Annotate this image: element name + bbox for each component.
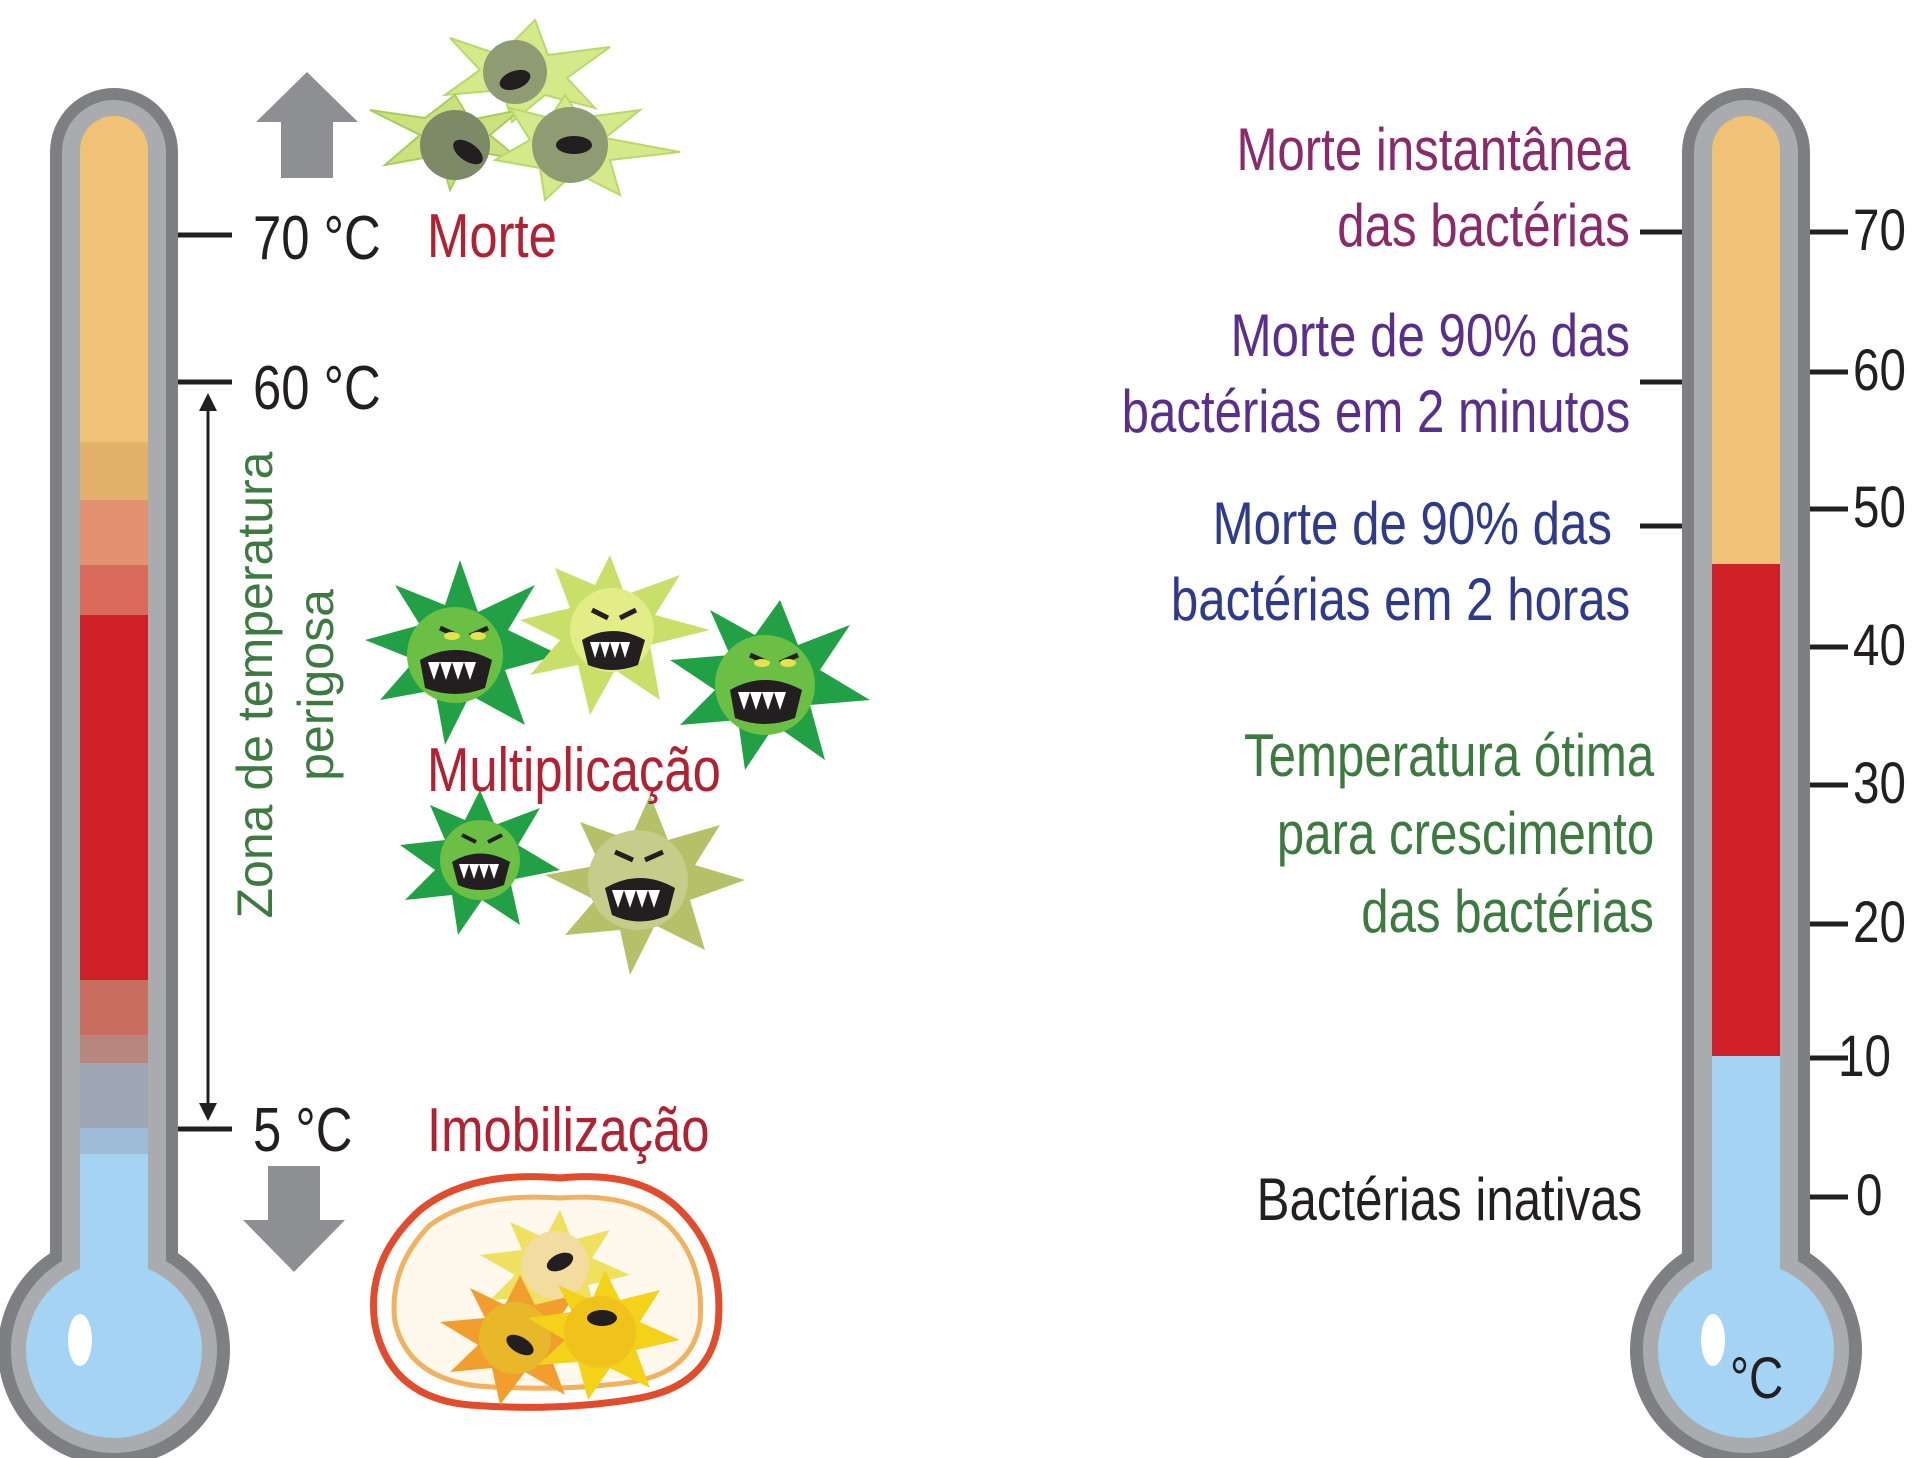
dead-bacteria-icon — [369, 18, 681, 203]
death-90-hours-line1: Morte de 90% das — [1212, 490, 1612, 557]
optimal-growth-line2: para crescimento — [1276, 800, 1654, 867]
left-tick-marks — [178, 232, 232, 1132]
scale-tick-label: 50 — [1853, 475, 1906, 540]
scale-tick-label: 60 — [1853, 338, 1906, 403]
scale-tick-label: 40 — [1853, 613, 1906, 678]
scale-tick-label: 0 — [1856, 1163, 1883, 1228]
danger-zone-line2: perigosa — [288, 589, 344, 781]
left-thermometer-fill — [80, 116, 148, 1284]
right-thermometer-fill — [1712, 116, 1780, 1284]
optimal-growth-line1: Temperatura ótima — [1243, 722, 1654, 789]
death-90-minutes-line2: bactérias em 2 minutos — [1121, 378, 1630, 445]
scale-tick-label: 70 — [1853, 198, 1906, 263]
down-arrow-icon — [243, 1166, 345, 1272]
temp-70-label: 70 °C — [253, 204, 381, 273]
annotation-leaders — [1640, 229, 1682, 529]
danger-zone-line1: Zona de temperatura — [227, 451, 283, 919]
up-arrow-icon — [256, 72, 358, 178]
instant-death-line1: Morte instantânea — [1236, 116, 1630, 183]
immobilization-label: Imobilização — [427, 1096, 710, 1165]
glass-highlight — [68, 1314, 92, 1366]
glass-highlight — [1701, 1314, 1725, 1366]
danger-zone-label: Zona de temperatura perigosa — [225, 375, 347, 995]
inactive-bacteria-icon — [369, 1173, 723, 1411]
optimal-growth-line3: das bactérias — [1361, 878, 1654, 945]
scale-tick-label: 20 — [1853, 890, 1906, 955]
multiplication-label: Multiplicação — [427, 736, 721, 805]
scale-tick-label: 30 — [1853, 751, 1906, 816]
temp-60-label: 60 °C — [253, 354, 381, 423]
right-scale-ticks — [1810, 229, 1848, 1200]
angry-bacteria-icon — [365, 555, 870, 975]
left-thermometer — [0, 88, 230, 1458]
death-90-minutes-line1: Morte de 90% das — [1230, 302, 1630, 369]
inactive-bacteria-label: Bactérias inativas — [1256, 1166, 1642, 1233]
scale-tick-label: 10 — [1838, 1024, 1891, 1089]
death-90-hours-line2: bactérias em 2 horas — [1170, 566, 1630, 633]
right-thermometer — [1630, 88, 1862, 1458]
death-label: Morte — [427, 202, 557, 271]
unit-celsius-label: °C — [1730, 1346, 1784, 1411]
instant-death-line2: das bactérias — [1337, 192, 1630, 259]
temp-5-label: 5 °C — [253, 1096, 353, 1165]
